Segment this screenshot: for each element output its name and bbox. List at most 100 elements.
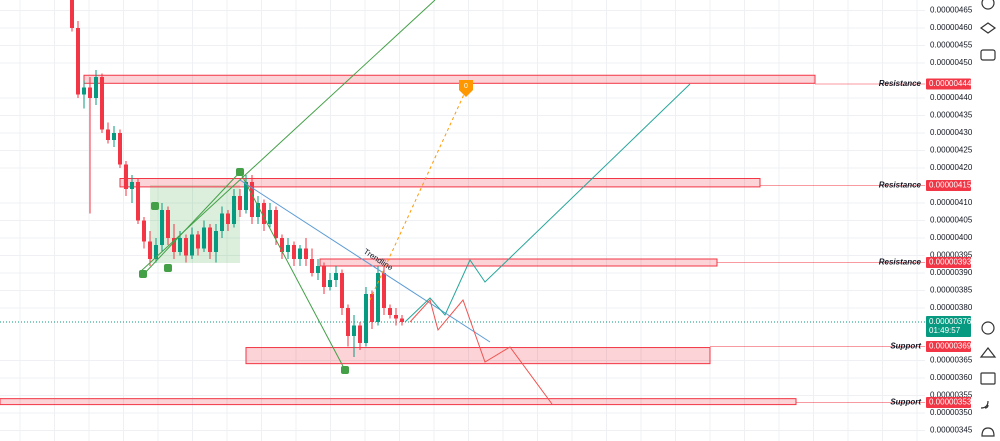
candle-body [280, 238, 284, 252]
y-tick-label: 0.00000440 [930, 93, 973, 102]
target-marker [459, 80, 473, 97]
point-marker [139, 270, 147, 278]
candle-body [208, 227, 212, 252]
pattern-points [139, 168, 349, 374]
candle-body [172, 238, 176, 252]
candle-body [166, 210, 170, 238]
y-tick-label: 0.00000390 [930, 268, 973, 277]
icon [979, 22, 997, 34]
y-tick-label: 0.00000425 [930, 146, 973, 155]
candle-body [124, 164, 128, 189]
candle-body [322, 266, 326, 287]
icon[interactable] [980, 49, 996, 61]
icon[interactable] [981, 321, 995, 335]
point-marker [164, 264, 172, 272]
candle-body [250, 182, 254, 217]
y-tick-label: 0.00000360 [930, 373, 973, 382]
candle-body [88, 87, 92, 98]
icon[interactable] [980, 372, 996, 385]
level-name: Resistance [879, 181, 922, 190]
candle-body [100, 77, 104, 130]
current-price-tag [926, 316, 971, 337]
candle-body [160, 210, 164, 245]
candle-body [304, 248, 308, 259]
candle-body [76, 28, 80, 95]
price-tag-label: 0.00000444 [929, 79, 972, 88]
candle-body [226, 213, 230, 224]
candle-body [346, 308, 350, 336]
bear-projection [409, 298, 553, 405]
candle-body [184, 238, 188, 256]
candle-body [244, 182, 248, 210]
candle-body [238, 196, 242, 210]
candle-body [328, 280, 332, 287]
y-tick-label: 0.00000385 [930, 286, 973, 295]
y-tick-label: 0.00000410 [930, 198, 973, 207]
candle-body [310, 259, 314, 273]
candle-body [388, 308, 392, 315]
icon[interactable] [979, 347, 997, 358]
y-tick-label: 0.00000405 [930, 216, 973, 225]
candle-body [394, 315, 398, 319]
candle-body [340, 273, 344, 308]
y-tick-label: 0.00000420 [930, 163, 973, 172]
candle-body [274, 210, 278, 238]
candle-body [376, 273, 380, 322]
candle-body [358, 325, 362, 343]
candle-body [82, 87, 86, 95]
icon[interactable] [980, 400, 989, 409]
price-tag-label: 0.00000393 [929, 258, 972, 267]
candle-body [382, 273, 386, 308]
candle-body [178, 238, 182, 252]
candle-body [370, 294, 374, 322]
candle-body [292, 245, 296, 259]
y-tick-label: 0.00000365 [930, 356, 973, 365]
candle-body [268, 210, 272, 224]
price-tag [926, 341, 971, 352]
zone [245, 347, 711, 365]
candle-body [364, 294, 368, 343]
price-tag-label: 0.00000353 [929, 398, 972, 407]
candle-body [112, 133, 116, 140]
point-marker [236, 168, 244, 176]
candle-body [352, 325, 356, 336]
candle-body [130, 182, 134, 189]
drawings [139, 0, 691, 405]
price-tag [926, 397, 971, 408]
level-name: Resistance [879, 79, 922, 88]
candle-body [202, 227, 206, 249]
pattern-box [150, 185, 240, 263]
point-marker [341, 366, 349, 374]
level-name: Resistance [879, 258, 922, 267]
candle-body [118, 133, 122, 165]
candle-body [316, 266, 320, 273]
current-price-label: 0.00000376 [929, 317, 972, 326]
trendline [239, 179, 491, 343]
y-tick-label: 0.00000455 [930, 41, 973, 50]
toolbar [979, 0, 997, 437]
y-tick-label: 0.00000430 [930, 128, 973, 137]
bull-projection [404, 83, 691, 323]
price-axis [925, 0, 975, 441]
y-tick-label: 0.00000380 [930, 303, 973, 312]
candle-body [220, 213, 224, 231]
y-tick-label: 0.00000460 [930, 23, 973, 32]
candle-body [262, 203, 266, 224]
y-tick-label: 0.00000450 [930, 58, 973, 67]
point-marker [151, 202, 159, 210]
target-line [369, 89, 467, 301]
candle-body [190, 234, 194, 256]
candle-body [142, 220, 146, 242]
icon[interactable] [981, 427, 995, 437]
target-label: 0 [464, 83, 468, 90]
candle-body [70, 0, 74, 28]
price-tag-label: 0.00000369 [929, 342, 972, 351]
candle-body [298, 248, 302, 259]
price-tag [926, 257, 971, 268]
y-tick-label: 0.00000350 [930, 408, 973, 417]
candle-body [148, 241, 152, 259]
countdown: 01:49:57 [929, 326, 961, 335]
price-tag [926, 78, 971, 90]
price-tag-label: 0.00000415 [929, 181, 972, 190]
